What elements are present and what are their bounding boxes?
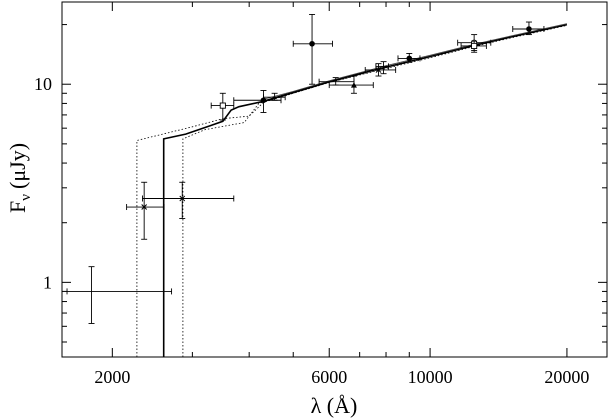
point-marker xyxy=(350,82,357,88)
data-point-6 xyxy=(292,13,333,85)
model-curve-2 xyxy=(182,24,567,357)
x-axis-title: λ (Å) xyxy=(311,393,358,418)
point-marker xyxy=(375,67,382,73)
data-point-1 xyxy=(126,181,165,240)
data-point-14 xyxy=(512,21,545,36)
y-axis-title-unit: (μJy) xyxy=(5,143,30,189)
point-marker xyxy=(179,195,186,202)
x-tick-label-10000: 10000 xyxy=(408,367,453,387)
point-marker xyxy=(141,204,148,210)
point-marker xyxy=(219,102,226,109)
data-point-9 xyxy=(364,63,397,77)
data-point-5 xyxy=(263,92,286,101)
point-marker xyxy=(526,26,532,32)
data-point-8 xyxy=(328,75,374,94)
point-marker xyxy=(309,40,315,47)
data-point-0 xyxy=(66,266,173,324)
x-tick-label-6000: 6000 xyxy=(311,367,347,387)
data-point-2 xyxy=(142,181,235,219)
model-curve-0 xyxy=(162,23,568,357)
plot-frame xyxy=(61,1,608,358)
y-tick-label-1: 1 xyxy=(43,272,52,292)
y-axis-title: Fν (μJy) xyxy=(5,143,34,213)
photometry-points xyxy=(66,13,545,324)
point-marker xyxy=(260,97,267,104)
data-point-4 xyxy=(233,90,282,113)
axis-ticks xyxy=(62,2,607,357)
data-point-13 xyxy=(460,40,487,51)
y-axis-title-symbol: F xyxy=(5,201,30,213)
x-tick-label-2000: 2000 xyxy=(94,367,130,387)
point-marker xyxy=(471,42,478,50)
y-axis-title-subscript: ν xyxy=(18,194,34,201)
model-curve-1 xyxy=(136,25,567,357)
data-point-10 xyxy=(375,61,389,75)
point-marker xyxy=(406,55,413,62)
data-point-11 xyxy=(397,52,421,63)
data-point-3 xyxy=(210,92,235,121)
y-tick-label-10: 10 xyxy=(34,74,52,94)
model-curves xyxy=(136,23,568,357)
x-tick-label-20000: 20000 xyxy=(544,367,589,387)
